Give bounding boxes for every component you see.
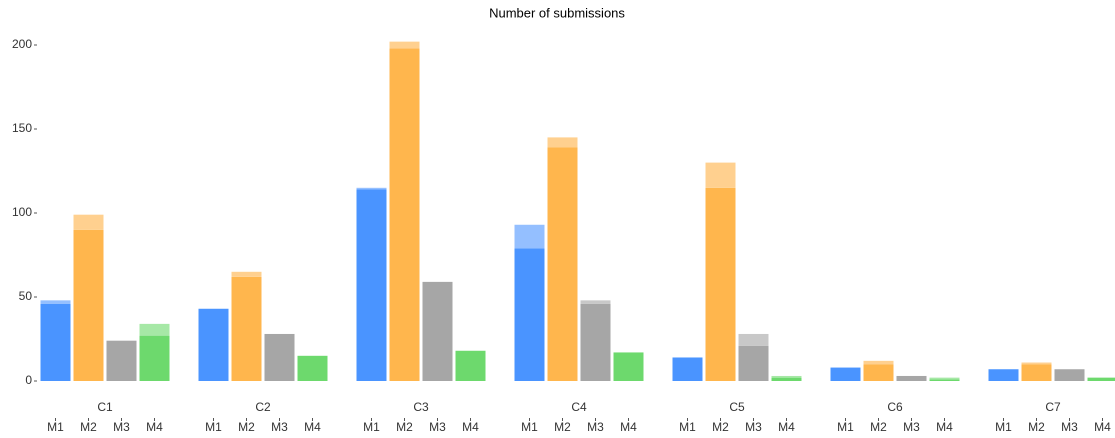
bar — [705, 187, 736, 381]
bar — [988, 369, 1019, 381]
bar — [830, 367, 861, 381]
x-tick-label: M1 — [47, 420, 64, 434]
y-tick-label: 0 — [25, 373, 32, 387]
group-label: C7 — [1045, 400, 1061, 414]
x-tick-label: M1 — [679, 420, 696, 434]
bar — [297, 355, 328, 381]
bar — [231, 276, 262, 381]
x-tick-label: M3 — [587, 420, 604, 434]
group-label: C1 — [97, 400, 113, 414]
x-tick-label: M2 — [1028, 420, 1045, 434]
bar-extra — [40, 300, 71, 304]
bar-extra — [514, 224, 545, 249]
x-tick-label: M4 — [1094, 420, 1111, 434]
bar — [455, 350, 486, 381]
bar — [264, 333, 295, 381]
bar-extra — [771, 375, 802, 378]
x-tick-label: M2 — [712, 420, 729, 434]
group-label: C2 — [255, 400, 271, 414]
group-label: C3 — [413, 400, 429, 414]
bar — [896, 375, 927, 381]
bar-extra — [863, 360, 894, 365]
y-tick-label: 150 — [12, 121, 32, 135]
x-tick-label: M2 — [238, 420, 255, 434]
x-tick-label: M3 — [429, 420, 446, 434]
x-tick-label: M3 — [903, 420, 920, 434]
x-tick-label: M3 — [271, 420, 288, 434]
bar — [547, 147, 578, 381]
bar-extra — [580, 300, 611, 304]
x-tick-label: M4 — [146, 420, 163, 434]
bar-extra — [356, 187, 387, 190]
bar — [389, 48, 420, 382]
x-tick-label: M4 — [936, 420, 953, 434]
bar-extra — [231, 271, 262, 277]
x-tick-label: M4 — [462, 420, 479, 434]
bar — [514, 248, 545, 381]
bar — [738, 345, 769, 381]
bar — [106, 340, 137, 381]
bar — [613, 352, 644, 381]
bar — [771, 377, 802, 381]
bar — [1087, 377, 1115, 381]
bar-extra — [929, 377, 960, 380]
bar — [139, 335, 170, 381]
bar — [1021, 364, 1052, 381]
chart-title: Number of submissions — [489, 5, 625, 20]
bar-extra — [738, 333, 769, 346]
x-tick-label: M3 — [1061, 420, 1078, 434]
x-tick-label: M1 — [521, 420, 538, 434]
bar-extra — [547, 137, 578, 148]
x-tick-label: M1 — [363, 420, 380, 434]
x-tick-label: M1 — [837, 420, 854, 434]
x-tick-label: M3 — [113, 420, 130, 434]
group-label: C5 — [729, 400, 745, 414]
group-label: C4 — [571, 400, 587, 414]
bar — [40, 303, 71, 381]
bar — [73, 229, 104, 381]
y-tick-label: 100 — [12, 205, 32, 219]
x-tick-label: M2 — [870, 420, 887, 434]
bar-extra — [139, 323, 170, 336]
bar-extra — [705, 162, 736, 188]
x-tick-label: M4 — [620, 420, 637, 434]
x-tick-label: M2 — [554, 420, 571, 434]
x-tick-label: M1 — [205, 420, 222, 434]
y-tick-label: 50 — [19, 289, 33, 303]
x-tick-label: M2 — [80, 420, 97, 434]
bar-extra — [73, 214, 104, 230]
x-tick-label: M3 — [745, 420, 762, 434]
bar — [356, 189, 387, 381]
bar — [929, 379, 960, 381]
group-label: C6 — [887, 400, 903, 414]
x-tick-label: M2 — [396, 420, 413, 434]
y-tick-label: 200 — [12, 37, 32, 51]
bar — [863, 364, 894, 381]
x-tick-label: M1 — [995, 420, 1012, 434]
bar — [198, 308, 229, 381]
bar — [672, 357, 703, 381]
bar-extra — [389, 41, 420, 49]
bar-extra — [1021, 362, 1052, 365]
bar — [580, 303, 611, 381]
x-tick-label: M4 — [778, 420, 795, 434]
x-tick-label: M4 — [304, 420, 321, 434]
bar — [422, 281, 453, 381]
bar — [1054, 369, 1085, 381]
